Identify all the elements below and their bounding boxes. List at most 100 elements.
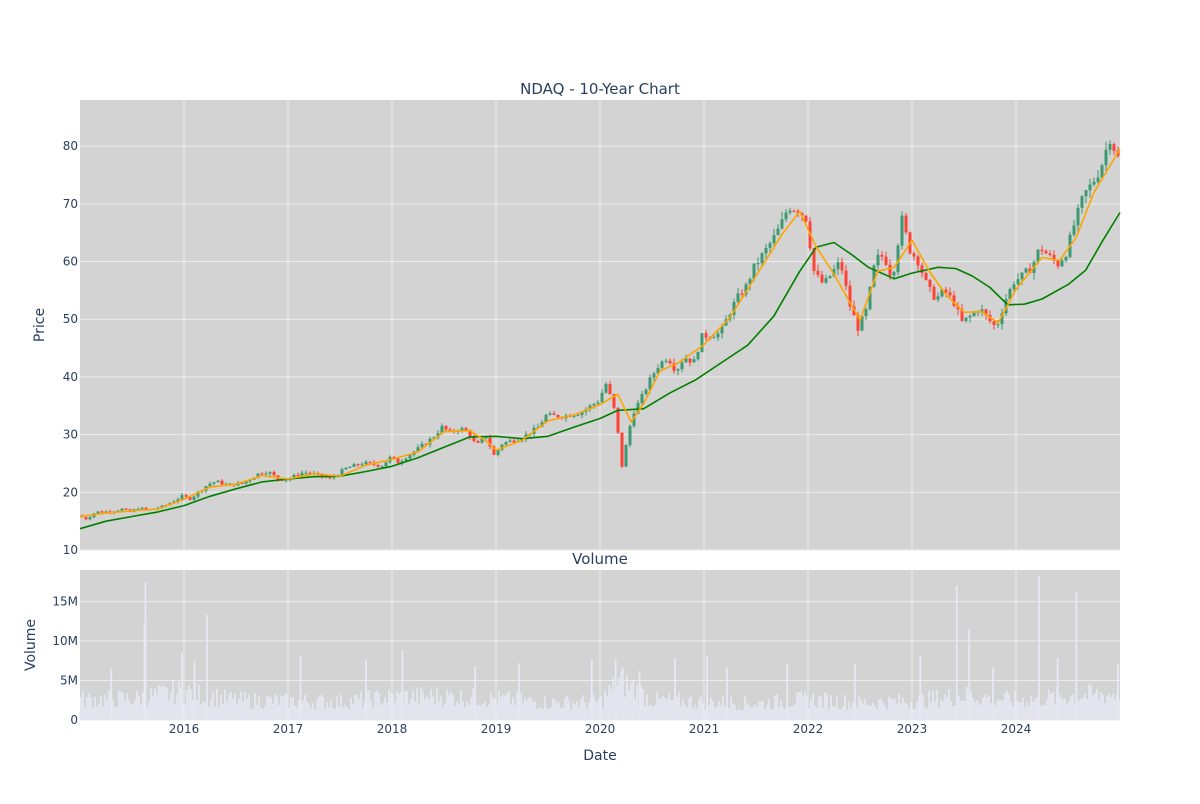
volume-bar [840, 709, 842, 720]
candlestick [704, 330, 708, 342]
volume-bar [302, 700, 304, 720]
candle-body [256, 473, 260, 478]
volume-bar [616, 685, 618, 720]
volume-bar [1080, 699, 1082, 720]
candle-body [104, 511, 108, 513]
volume-bar [798, 691, 800, 720]
volume-bar [842, 706, 844, 720]
volume-bar [214, 706, 216, 720]
candle-body [832, 269, 836, 276]
volume-bar [1004, 693, 1006, 720]
volume-bar [132, 703, 134, 720]
candle-body [1104, 149, 1108, 166]
candle-body [792, 210, 796, 212]
candlestick [100, 510, 104, 513]
volume-bar [908, 707, 910, 720]
candlestick [668, 358, 672, 365]
volume-bar [188, 685, 190, 720]
volume-bar [1020, 702, 1022, 720]
candlestick [784, 209, 788, 223]
volume-bar [618, 677, 620, 720]
volume-bar [810, 699, 812, 720]
volume-bar [346, 706, 348, 720]
volume-bar [296, 707, 298, 720]
volume-bar [318, 696, 320, 720]
volume-bar [1088, 684, 1090, 720]
candle-body [872, 265, 876, 287]
volume-bar [390, 692, 392, 720]
candle-body [408, 454, 412, 459]
volume-bar [624, 696, 626, 720]
volume-bar [1046, 699, 1048, 720]
volume-bar [146, 706, 148, 720]
volume-bar [1018, 702, 1020, 720]
volume-bar [1030, 695, 1032, 720]
volume-bar [1062, 699, 1064, 720]
candlestick [1004, 294, 1008, 316]
volume-bar [664, 697, 666, 720]
candlestick [476, 439, 480, 444]
volume-bar [334, 708, 336, 720]
candlestick [216, 480, 220, 483]
candlestick [360, 462, 364, 466]
volume-bar [552, 698, 554, 720]
volume-bar [784, 708, 786, 720]
candlestick [272, 470, 276, 477]
candle-body [624, 445, 628, 467]
volume-bar [338, 706, 340, 720]
volume-bar [462, 701, 464, 720]
volume-bar [1114, 699, 1116, 720]
volume-bar [644, 705, 646, 720]
volume-spike-bar [706, 656, 709, 720]
candle-body [476, 441, 480, 443]
volume-bar [652, 707, 654, 720]
candle-body [576, 415, 580, 417]
volume-bar [258, 696, 260, 720]
candlestick [816, 264, 820, 278]
volume-bar [540, 707, 542, 720]
volume-bar [792, 706, 794, 720]
candlestick [900, 211, 904, 250]
candle-body [508, 440, 512, 443]
candlestick [652, 371, 656, 382]
volume-bar [600, 695, 602, 720]
candle-body [856, 315, 860, 331]
volume-bar [858, 695, 860, 720]
volume-bar [772, 709, 774, 720]
candle-body [292, 474, 296, 479]
volume-spike-bar [853, 663, 856, 720]
volume-bar [1006, 690, 1008, 720]
candle-body [932, 286, 936, 300]
candlestick [700, 333, 704, 353]
volume-bar [980, 705, 982, 720]
candlestick [1076, 204, 1080, 234]
volume-bar [444, 703, 446, 720]
volume-bar [408, 704, 410, 720]
volume-bar [838, 708, 840, 720]
volume-bar [890, 698, 892, 720]
volume-bar [682, 698, 684, 720]
candle-body [676, 369, 680, 371]
volume-bar [924, 707, 926, 720]
volume-bar [270, 697, 272, 720]
candle-body [304, 472, 308, 474]
x-tick-label: 2017 [273, 722, 304, 736]
price-panel: 10 20 30 40 50 60 70 80 [63, 100, 1121, 557]
volume-bar [184, 704, 186, 720]
volume-spike-bar [365, 660, 367, 720]
candlestick [828, 275, 832, 279]
volume-bar [596, 702, 598, 720]
volume-bar [570, 710, 572, 720]
volume-bar [382, 703, 384, 720]
volume-bar [494, 698, 496, 720]
volume-spike-bar [110, 668, 113, 720]
volume-bar [718, 701, 720, 720]
volume-bar [1098, 699, 1100, 720]
moving-average-short-line [79, 148, 1121, 518]
volume-bar [348, 709, 350, 720]
volume-bar [918, 695, 920, 720]
volume-bar [280, 695, 282, 720]
volume-bar [262, 709, 264, 720]
volume-spike-bar [673, 658, 676, 720]
candle-body [836, 262, 840, 270]
